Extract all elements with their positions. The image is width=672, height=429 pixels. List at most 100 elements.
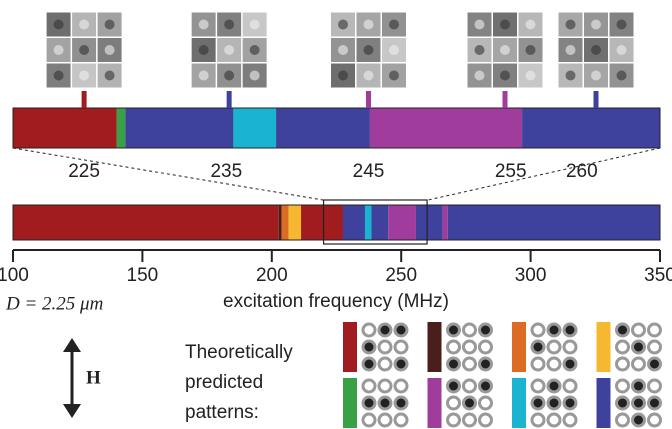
pattern-cell — [379, 397, 391, 409]
micrograph-spot — [250, 45, 260, 55]
legend-swatch — [597, 378, 611, 428]
micrograph-spot — [199, 20, 209, 30]
segment — [13, 108, 117, 148]
pattern-cell — [448, 397, 460, 409]
micrograph-spot — [526, 20, 536, 30]
pattern-cell — [548, 414, 560, 426]
x-tick-label: 250 — [385, 265, 417, 286]
segment — [416, 205, 443, 240]
pattern-cell — [564, 414, 576, 426]
pattern-cell — [548, 324, 560, 336]
micrograph-spot — [338, 20, 348, 30]
pattern-cell — [448, 414, 460, 426]
pattern-cell — [379, 324, 391, 336]
pattern-cell — [633, 324, 645, 336]
pattern-cell — [649, 324, 661, 336]
pattern-cell — [617, 324, 629, 336]
micrograph-spot — [389, 20, 399, 30]
segment — [289, 205, 301, 240]
segment — [370, 108, 522, 148]
marker — [366, 91, 371, 108]
pattern-cell — [395, 341, 407, 353]
micrograph-spot — [566, 45, 576, 55]
micrograph-spot — [105, 45, 115, 55]
annotation: D = 2.25 μm — [5, 293, 103, 314]
segment — [371, 205, 388, 240]
legend-swatch — [428, 322, 442, 372]
micrograph-spot — [224, 20, 234, 30]
pattern-cell — [448, 358, 460, 370]
pattern-cell — [617, 397, 629, 409]
pattern-cell — [633, 341, 645, 353]
micrograph-spot — [500, 45, 510, 55]
pattern-cell — [363, 380, 375, 392]
legend-swatch — [512, 378, 526, 428]
legend-swatch — [343, 378, 357, 428]
micrograph-spot — [338, 45, 348, 55]
legend-swatch — [343, 322, 357, 372]
pattern-cell — [448, 380, 460, 392]
pattern-cell — [649, 397, 661, 409]
pattern-cell — [564, 341, 576, 353]
pattern-cell — [448, 341, 460, 353]
pattern-cell — [548, 380, 560, 392]
micrograph-spot — [224, 71, 234, 81]
segment — [343, 205, 365, 240]
micrograph-spot — [54, 45, 64, 55]
pattern-cell — [564, 397, 576, 409]
micrograph-spot — [389, 71, 399, 81]
pattern-cell — [464, 358, 476, 370]
zoom-line — [428, 148, 660, 200]
micrograph-spot — [54, 71, 64, 81]
micrograph-spot — [54, 20, 64, 30]
pattern-cell — [464, 380, 476, 392]
pattern-cell — [617, 341, 629, 353]
micrograph-spot — [105, 20, 115, 30]
pattern-cell — [548, 358, 560, 370]
pattern-cell — [532, 324, 544, 336]
micrograph-spot — [105, 71, 115, 81]
pattern-cell — [363, 358, 375, 370]
pattern-cell — [363, 324, 375, 336]
marker — [503, 91, 508, 108]
pattern-cell — [548, 341, 560, 353]
pattern-cell — [564, 324, 576, 336]
pattern-cell — [532, 341, 544, 353]
pattern-cell — [532, 380, 544, 392]
micrograph-spot — [617, 20, 627, 30]
pattern-cell — [532, 414, 544, 426]
marker — [82, 91, 87, 108]
pattern-cell — [480, 341, 492, 353]
pattern-cell — [649, 358, 661, 370]
pattern-cell — [448, 324, 460, 336]
pattern-cell — [395, 324, 407, 336]
micrograph-spot — [617, 45, 627, 55]
micrograph-spot — [79, 45, 89, 55]
pattern-cell — [633, 380, 645, 392]
pattern-cell — [633, 397, 645, 409]
segment — [388, 205, 416, 240]
pattern-cell — [480, 414, 492, 426]
micrograph-spot — [526, 71, 536, 81]
pattern-cell — [395, 358, 407, 370]
pattern-cell — [617, 414, 629, 426]
micrograph-spot — [475, 45, 485, 55]
pattern-cell — [395, 397, 407, 409]
micrograph-spot — [363, 71, 373, 81]
marker — [594, 91, 599, 108]
figure: 225235245255260100150200250300350excitat… — [0, 0, 672, 429]
segment — [276, 108, 370, 148]
pattern-cell — [532, 397, 544, 409]
x-tick-label: 260 — [566, 161, 598, 182]
pattern-cell — [649, 341, 661, 353]
micrograph-spot — [250, 71, 260, 81]
pattern-cell — [395, 414, 407, 426]
pattern-cell — [564, 380, 576, 392]
pattern-cell — [564, 358, 576, 370]
pattern-cell — [649, 380, 661, 392]
x-tick-label: 350 — [644, 265, 672, 286]
legend-swatch — [597, 322, 611, 372]
legend-swatch — [428, 378, 442, 428]
x-tick-label: 245 — [353, 161, 385, 182]
pattern-cell — [633, 414, 645, 426]
